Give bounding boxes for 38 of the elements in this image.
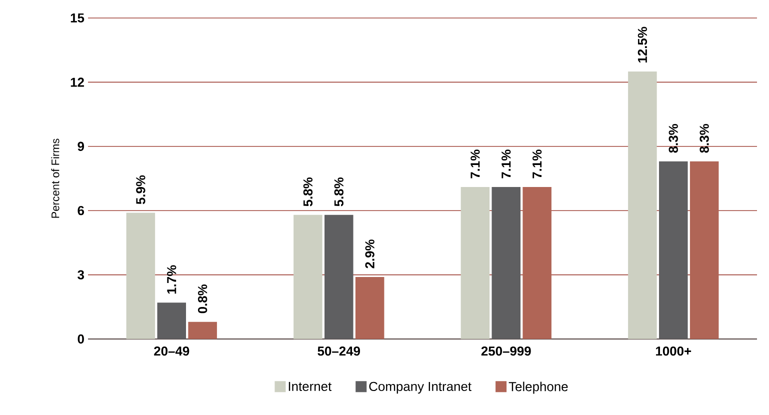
bar bbox=[460, 187, 490, 339]
data-label: 1.7% bbox=[167, 265, 176, 294]
bar bbox=[157, 302, 186, 339]
data-label: 5.9% bbox=[136, 175, 146, 204]
bar bbox=[659, 161, 688, 339]
bar bbox=[126, 212, 156, 339]
data-label: 12.5% bbox=[638, 26, 648, 62]
bar bbox=[188, 322, 217, 339]
y-tick-label: 15 bbox=[70, 13, 84, 23]
bar bbox=[355, 276, 384, 339]
y-tick-label: 6 bbox=[78, 206, 84, 216]
data-label: 5.8% bbox=[334, 178, 344, 206]
data-label: 2.9% bbox=[365, 240, 374, 268]
data-label: 8.3% bbox=[668, 124, 678, 153]
y-tick-label: 0 bbox=[78, 334, 84, 344]
data-label: 7.1% bbox=[502, 150, 511, 178]
x-tick-label: 20–49 bbox=[154, 346, 190, 356]
legend-label: Company Intranet bbox=[369, 382, 472, 394]
data-label: 5.8% bbox=[303, 178, 313, 206]
legend-label: Telephone bbox=[508, 382, 568, 394]
bar bbox=[492, 187, 521, 339]
y-tick-label: 3 bbox=[78, 270, 84, 280]
x-tick-label: 50–249 bbox=[318, 346, 360, 356]
y-axis-title: Percent of Firms bbox=[51, 138, 60, 218]
bar bbox=[294, 214, 322, 339]
x-tick-label: 250–999 bbox=[481, 346, 531, 356]
y-tick-label: 12 bbox=[70, 78, 84, 87]
bar bbox=[628, 71, 657, 339]
legend-label: Internet bbox=[288, 382, 332, 391]
data-label: 8.3% bbox=[700, 124, 709, 153]
x-tick-label: 1000+ bbox=[656, 346, 692, 356]
bar bbox=[522, 187, 552, 339]
bar bbox=[690, 161, 719, 339]
bar bbox=[324, 214, 354, 339]
data-label: 7.1% bbox=[470, 150, 480, 178]
data-label: 0.8% bbox=[198, 284, 208, 314]
y-tick-label: 9 bbox=[78, 142, 84, 151]
data-label: 7.1% bbox=[532, 150, 542, 178]
